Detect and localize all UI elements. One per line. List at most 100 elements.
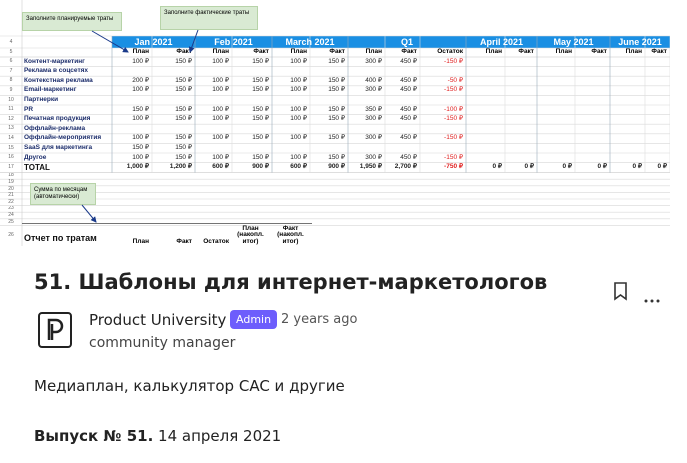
- cell-value: 150 ₽: [328, 57, 345, 65]
- month-header: June 2021: [618, 36, 662, 47]
- sub-header: План: [132, 48, 149, 56]
- cell-value: 100 ₽: [290, 86, 307, 94]
- row-number: 14: [8, 135, 14, 142]
- cell-value: 450 ₽: [400, 105, 417, 113]
- cell-value: 1,950 ₽: [359, 163, 382, 171]
- bookmark-icon[interactable]: [612, 281, 630, 301]
- cell-value: 600 ₽: [212, 163, 229, 171]
- row-number: 25: [8, 218, 14, 225]
- row-number: 4: [9, 38, 13, 45]
- cell-value: 0 ₽: [597, 163, 607, 171]
- post-time: 2 years ago: [281, 312, 358, 327]
- cell-value: 450 ₽: [400, 76, 417, 84]
- cell-value: 150 ₽: [175, 86, 192, 94]
- cell-value: 0 ₽: [632, 163, 642, 171]
- cell-value: 200 ₽: [132, 76, 149, 84]
- cell-value: 0 ₽: [524, 163, 534, 171]
- cell-value: 150 ₽: [328, 153, 345, 161]
- report-column: Факт: [176, 237, 192, 245]
- cell-value: -50 ₽: [447, 76, 463, 84]
- row-label: PR: [24, 105, 34, 113]
- row-number: 15: [8, 144, 14, 151]
- sub-header: План: [290, 48, 307, 56]
- row-number: 9: [9, 87, 13, 94]
- cell-value: 100 ₽: [212, 105, 229, 113]
- row-number: 5: [9, 49, 13, 55]
- post-title: 51. Шаблоны для интернет-маркетологов: [34, 270, 548, 294]
- sub-header: Факт: [651, 48, 667, 56]
- row-number: 12: [8, 115, 14, 122]
- post-description: Медиаплан, калькулятор CAC и другие: [34, 377, 345, 395]
- note: Заполните планируемые траты: [22, 12, 122, 31]
- month-header: Jan 2021: [134, 36, 173, 47]
- sub-header: План: [365, 48, 382, 56]
- cell-value: -150 ₽: [444, 153, 463, 161]
- cell-value: 400 ₽: [365, 76, 382, 84]
- admin-badge: Admin: [230, 310, 278, 329]
- cell-value: 100 ₽: [212, 86, 229, 94]
- cell-value: -150 ₽: [444, 115, 463, 123]
- cell-value: 100 ₽: [132, 57, 149, 65]
- cell-value: 150 ₽: [252, 105, 269, 113]
- cell-value: 100 ₽: [132, 134, 149, 142]
- cell-value: 0 ₽: [657, 163, 667, 171]
- cell-value: -750 ₽: [444, 163, 463, 171]
- note: Заполните фактические траты: [160, 6, 258, 30]
- row-label: Контент-маркетинг: [24, 57, 85, 65]
- sub-header: Факт: [329, 48, 345, 56]
- sub-header: Факт: [253, 48, 269, 56]
- cell-value: 100 ₽: [290, 134, 307, 142]
- cell-value: 100 ₽: [290, 57, 307, 65]
- sub-header: План: [625, 48, 642, 56]
- cell-value: 150 ₽: [175, 57, 192, 65]
- cell-value: 300 ₽: [365, 134, 382, 142]
- row-number: 17: [8, 164, 14, 171]
- cell-value: 450 ₽: [400, 86, 417, 94]
- cell-value: 450 ₽: [400, 134, 417, 142]
- cell-value: 450 ₽: [400, 153, 417, 161]
- issue-label: Выпуск № 51.: [34, 427, 154, 445]
- cell-value: 100 ₽: [132, 115, 149, 123]
- author-avatar[interactable]: [38, 312, 72, 348]
- cell-value: 150 ₽: [252, 86, 269, 94]
- cell-value: -150 ₽: [444, 134, 463, 142]
- report-column: План (накопл. итог): [237, 225, 264, 245]
- row-number: 10: [8, 96, 14, 103]
- cell-value: 300 ₽: [365, 153, 382, 161]
- cell-value: 300 ₽: [365, 115, 382, 123]
- cell-value: 450 ₽: [400, 57, 417, 65]
- cell-value: 100 ₽: [212, 115, 229, 123]
- header-band: [112, 36, 670, 48]
- cell-value: 150 ₽: [175, 115, 192, 123]
- sub-header: Факт: [518, 48, 534, 56]
- row-number: 26: [8, 231, 14, 238]
- cell-value: 100 ₽: [132, 86, 149, 94]
- cell-value: -150 ₽: [444, 57, 463, 65]
- cell-value: 150 ₽: [175, 76, 192, 84]
- cell-value: 100 ₽: [212, 134, 229, 142]
- row-label: SaaS для маркетинга: [24, 143, 93, 151]
- row-number: 7: [9, 67, 13, 74]
- cell-value: 150 ₽: [328, 134, 345, 142]
- row-label: Оффлайн-мероприятия: [24, 134, 102, 142]
- row-number: 19: [8, 179, 14, 185]
- row-number: 13: [8, 125, 14, 132]
- cell-value: 150 ₽: [252, 76, 269, 84]
- row-number: 16: [8, 154, 14, 161]
- more-icon[interactable]: [643, 298, 661, 304]
- cell-value: 150 ₽: [175, 134, 192, 142]
- row-number: 22: [8, 199, 14, 205]
- cell-value: 100 ₽: [290, 153, 307, 161]
- cell-value: 150 ₽: [328, 115, 345, 123]
- cell-value: 150 ₽: [252, 57, 269, 65]
- cell-value: 1,000 ₽: [126, 163, 149, 171]
- row-label: Оффлайн-реклама: [24, 124, 86, 132]
- cell-value: 150 ₽: [252, 134, 269, 142]
- cell-value: 350 ₽: [365, 105, 382, 113]
- author-name[interactable]: Product University: [89, 311, 227, 329]
- row-label: Печатная продукция: [24, 115, 91, 123]
- cell-value: 150 ₽: [328, 86, 345, 94]
- cell-value: 0 ₽: [492, 163, 502, 171]
- cell-value: -100 ₽: [444, 105, 463, 113]
